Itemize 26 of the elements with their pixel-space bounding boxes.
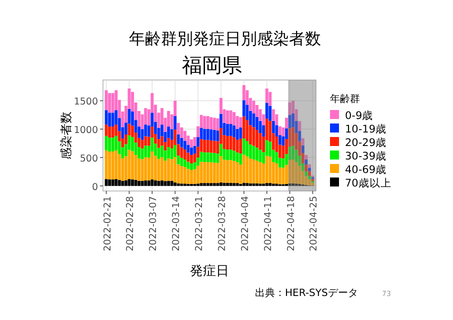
x-tick-label: 2022-04-18 (286, 196, 297, 252)
legend-label: 30-39歳 (345, 150, 387, 162)
legend-label: 40-69歳 (345, 163, 387, 176)
source-note: 出典：HER-SYSデータ (255, 287, 358, 299)
y-tick-label: 500 (80, 154, 98, 164)
y-tick-label: 0 (92, 182, 98, 193)
legend-label: 0-9歳 (345, 109, 374, 122)
y-axis-title: 感染者数 (59, 112, 73, 160)
x-tick-label: 2022-02-21 (102, 196, 114, 252)
x-tick-label: 2022-03-14 (171, 196, 182, 252)
x-tick-label: 2022-04-11 (262, 196, 274, 252)
x-axis-title: 発症日 (190, 264, 229, 279)
x-tick-label: 2022-02-28 (125, 196, 136, 252)
y-tick-label: 1000 (74, 125, 98, 136)
legend-title: 年齢群 (330, 93, 360, 105)
x-tick-label: 2022-04-25 (308, 196, 320, 252)
legend-label: 70歳以上 (345, 176, 392, 190)
legend-label: 10-19歳 (345, 122, 387, 136)
chart-subtitle: 福岡県 (182, 53, 242, 77)
x-tick-label: 2022-03-07 (148, 196, 160, 252)
chart-title: 年齢群別発症日別感染者数 (129, 29, 321, 48)
x-tick-label: 2022-04-04 (240, 196, 251, 252)
y-tick-label: 1500 (74, 96, 98, 108)
x-tick-label: 2022-03-21 (194, 196, 206, 252)
x-tick-label: 2022-03-28 (216, 196, 228, 252)
legend-label: 20-29歳 (345, 136, 387, 149)
